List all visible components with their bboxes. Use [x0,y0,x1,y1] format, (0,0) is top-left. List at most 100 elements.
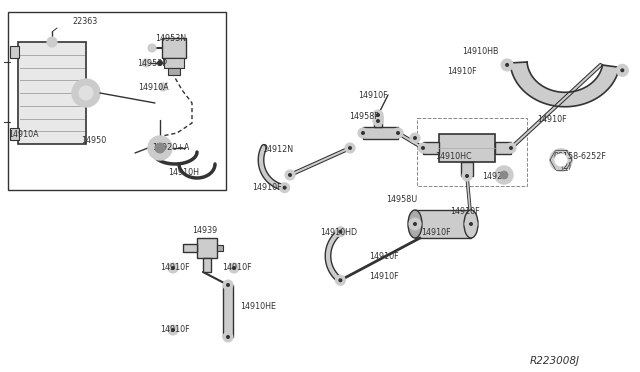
Circle shape [345,143,355,153]
Circle shape [79,86,93,100]
Circle shape [155,143,165,153]
Circle shape [47,37,57,47]
Text: 08158-6252F: 08158-6252F [553,152,606,161]
Text: 14920+A: 14920+A [152,143,189,152]
Circle shape [226,283,230,287]
Text: 14910H: 14910H [168,168,199,177]
Bar [164,58,184,68]
Text: 14910F: 14910F [537,115,566,124]
Circle shape [148,136,172,160]
Bar [439,134,495,162]
Circle shape [376,113,380,117]
Circle shape [361,131,365,135]
Circle shape [72,79,100,107]
Circle shape [335,275,346,285]
Circle shape [223,280,233,290]
Text: 14910A: 14910A [8,130,38,139]
Circle shape [501,59,513,71]
Text: 14910A: 14910A [138,83,168,92]
Text: 14958U: 14958U [386,195,417,204]
Bar [18,42,86,144]
Circle shape [465,218,477,230]
Circle shape [171,328,175,332]
Text: 14910F: 14910F [358,91,388,100]
Circle shape [232,266,236,270]
Text: 14910F: 14910F [252,183,282,192]
Circle shape [376,119,380,123]
Bar [363,127,398,139]
Text: 14912N: 14912N [262,145,293,154]
Text: 14910F: 14910F [421,228,451,237]
Circle shape [509,146,513,150]
Text: 14910HD: 14910HD [320,228,357,237]
Circle shape [421,146,425,150]
Text: 14910HE: 14910HE [240,302,276,311]
Circle shape [171,266,175,270]
Bar [223,285,233,337]
Circle shape [168,325,178,335]
Circle shape [168,263,178,273]
Bar [495,142,511,154]
Text: 14910HC: 14910HC [435,152,472,161]
Bar [423,142,439,154]
Text: 14910F: 14910F [369,252,399,261]
Circle shape [280,183,290,193]
Bar [10,128,19,140]
Bar [461,162,473,176]
Circle shape [413,136,417,140]
Circle shape [616,64,628,76]
Text: 14910F: 14910F [160,325,189,334]
Text: 14953P: 14953P [137,59,167,68]
Circle shape [506,143,516,153]
Ellipse shape [464,210,478,238]
Circle shape [396,131,400,135]
Text: (2): (2) [560,162,572,171]
Circle shape [148,44,156,52]
Text: 14920: 14920 [482,172,508,181]
Text: 14910F: 14910F [369,272,399,281]
Bar [183,244,197,252]
Circle shape [469,222,473,226]
Text: 14958P: 14958P [349,112,379,121]
Circle shape [288,173,292,177]
Text: 14950: 14950 [81,136,106,145]
Text: 14953N: 14953N [155,34,186,43]
Circle shape [223,332,233,342]
Circle shape [358,128,368,138]
Circle shape [555,154,567,166]
Circle shape [226,335,230,339]
Circle shape [413,222,417,226]
Text: 22363: 22363 [72,17,97,26]
Text: 14910F: 14910F [450,207,479,216]
Circle shape [229,263,239,273]
Circle shape [339,230,342,234]
Bar [203,258,211,272]
Circle shape [465,174,469,178]
Bar [415,210,471,238]
Circle shape [495,166,513,184]
Circle shape [409,218,421,230]
Circle shape [418,143,428,153]
Circle shape [373,116,383,126]
Bar [217,245,223,251]
Circle shape [500,171,508,179]
Circle shape [285,170,295,180]
Circle shape [393,128,403,138]
Circle shape [620,68,625,72]
Circle shape [335,227,346,237]
PathPatch shape [510,62,620,107]
Text: 14910HB: 14910HB [462,47,499,56]
Bar [374,115,382,127]
Bar [168,68,180,75]
Bar [8,12,226,190]
Circle shape [142,59,150,67]
Circle shape [505,63,509,67]
Circle shape [339,278,342,282]
Bar [10,46,19,58]
Circle shape [373,110,383,120]
Text: 14910F: 14910F [222,263,252,272]
Circle shape [550,149,572,171]
Text: 14939: 14939 [192,226,217,235]
Circle shape [462,171,472,181]
Circle shape [283,186,287,190]
